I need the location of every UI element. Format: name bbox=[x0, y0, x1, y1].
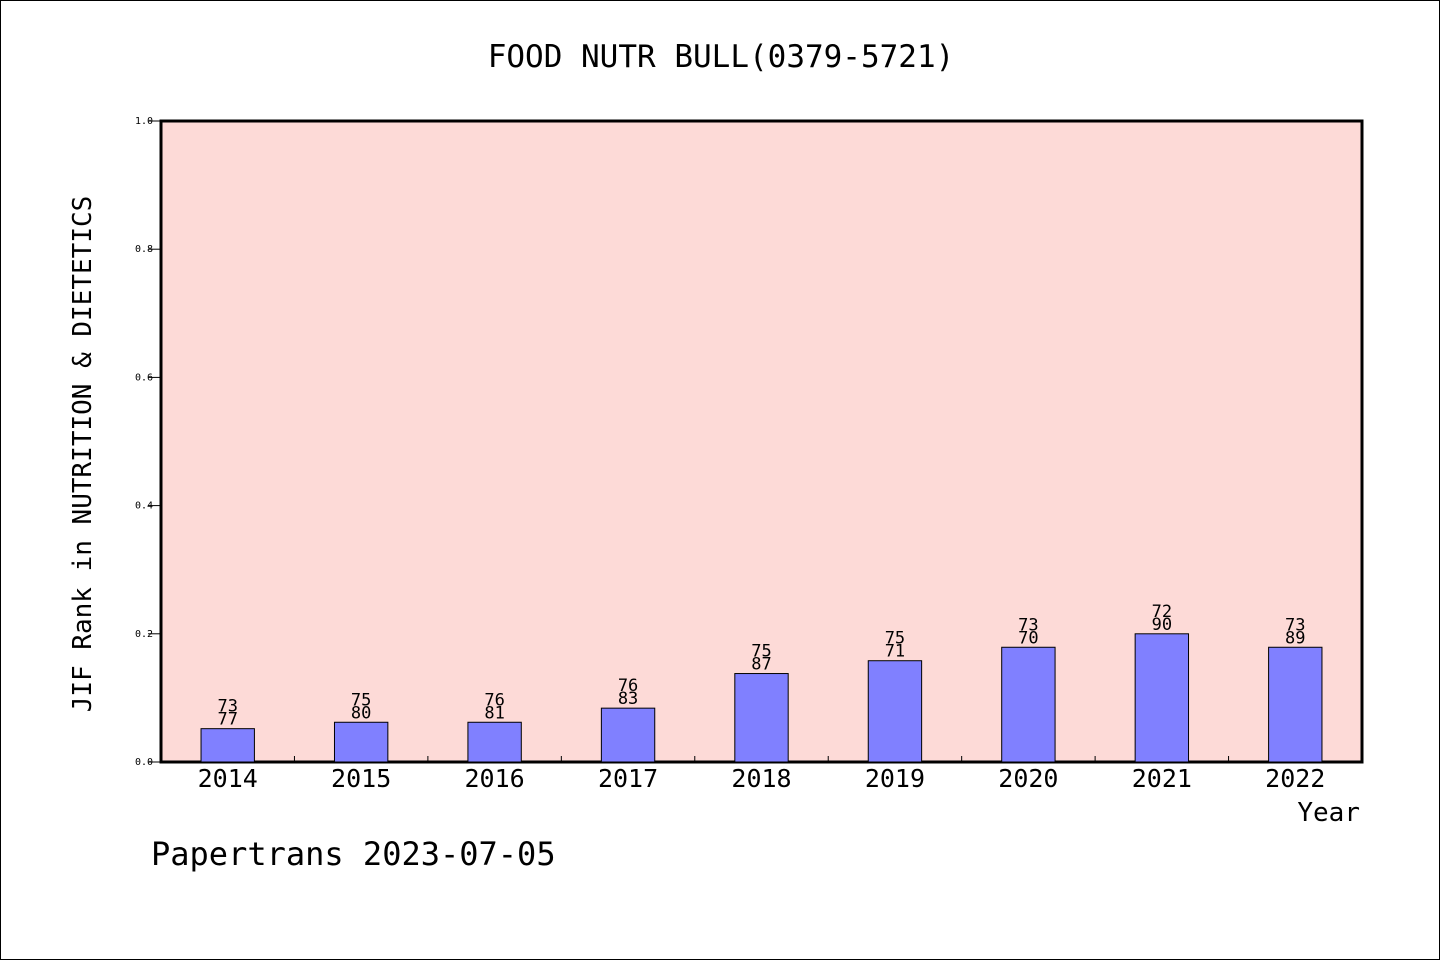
x-tick-label: 2018 bbox=[731, 764, 791, 793]
y-tick-label: 0.6 bbox=[135, 372, 153, 383]
bar-rank-label: 76 bbox=[618, 676, 638, 696]
bar-total-label: 77 bbox=[217, 710, 237, 730]
y-axis: 0.0 0.2 0.4 0.6 0.8 1.0 bbox=[135, 116, 161, 768]
chart-title: FOOD NUTR BULL(0379-5721) bbox=[488, 39, 955, 75]
bar-total-label: 89 bbox=[1285, 628, 1305, 648]
y-tick-label: 1.0 bbox=[135, 116, 153, 127]
bar-total-label: 81 bbox=[484, 703, 504, 723]
bar bbox=[1001, 646, 1056, 763]
x-tick-label: 2020 bbox=[998, 764, 1058, 793]
bar bbox=[333, 721, 389, 763]
bar bbox=[600, 707, 656, 763]
x-tick-label: 2017 bbox=[598, 764, 658, 793]
bar bbox=[1134, 633, 1190, 763]
bar bbox=[200, 728, 255, 763]
bar-rank-label: 73 bbox=[217, 697, 237, 717]
y-tick-label: 0.8 bbox=[135, 244, 153, 255]
bars bbox=[200, 633, 1323, 763]
bar-rank-label: 75 bbox=[751, 642, 771, 662]
y-tick-label: 0.0 bbox=[135, 757, 153, 768]
footer-text: Papertrans 2023-07-05 bbox=[151, 835, 556, 873]
bar-total-label: 90 bbox=[1152, 615, 1172, 635]
bar-total-label: 80 bbox=[351, 703, 371, 723]
bar-rank-label: 72 bbox=[1152, 602, 1172, 622]
bar bbox=[1268, 646, 1323, 763]
bar-total-label: 87 bbox=[751, 655, 771, 675]
x-tick-label: 2021 bbox=[1132, 764, 1192, 793]
bar-rank-label: 75 bbox=[351, 690, 371, 710]
bar bbox=[867, 660, 923, 763]
bar-total-label: 71 bbox=[885, 642, 905, 662]
bar-rank-label: 76 bbox=[484, 690, 504, 710]
x-tick-label: 2019 bbox=[865, 764, 925, 793]
bar-total-label: 83 bbox=[618, 689, 638, 709]
bar-rank-label: 73 bbox=[1018, 615, 1038, 635]
x-tick-label: 2015 bbox=[331, 764, 391, 793]
bar bbox=[734, 673, 789, 763]
bar-total-label: 70 bbox=[1018, 628, 1038, 648]
y-axis-label: JIF Rank in NUTRITION & DIETETICS bbox=[68, 196, 98, 713]
x-axis-label: Year bbox=[1297, 798, 1360, 828]
bar-rank-label: 75 bbox=[885, 629, 905, 649]
bar-rank-label: 73 bbox=[1285, 615, 1305, 635]
x-tick-label: 2022 bbox=[1265, 764, 1325, 793]
x-tick-label: 2016 bbox=[465, 764, 525, 793]
y-tick-label: 0.2 bbox=[135, 629, 153, 640]
bar bbox=[467, 721, 522, 763]
x-tick-label: 2014 bbox=[198, 764, 258, 793]
x-axis: 2014 2015 2016 2017 2018 2019 2020 2021 2022 bbox=[198, 756, 1325, 793]
y-tick-label: 0.4 bbox=[135, 501, 153, 512]
